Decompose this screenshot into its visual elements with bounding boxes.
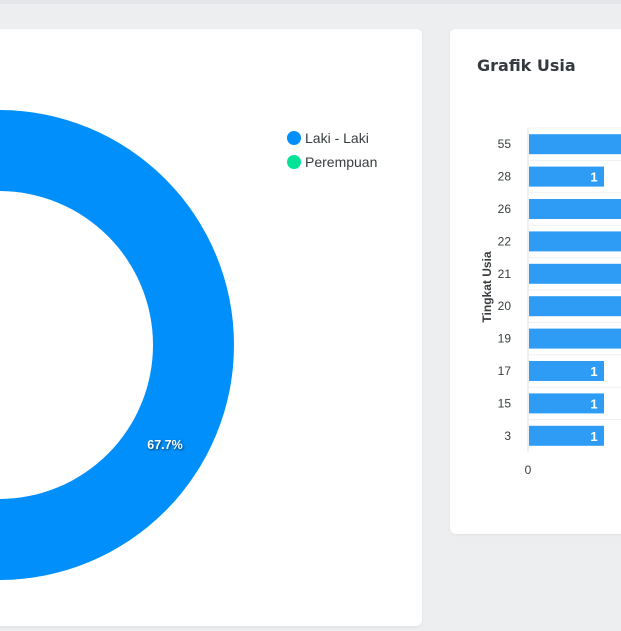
bar-data-label: 1: [590, 396, 597, 411]
legend-label-laki-laki: Laki - Laki: [305, 130, 369, 146]
age-bars: 55 28 1 26 22 21 20 19 17 1 15 1 3 1: [498, 127, 621, 446]
bar-usia-17[interactable]: [529, 361, 604, 381]
gender-legend: Laki - Laki Perempuan: [287, 126, 377, 174]
bar-usia-55[interactable]: [529, 134, 621, 155]
y-tick-label: 22: [498, 234, 512, 248]
legend-label-perempuan: Perempuan: [305, 154, 378, 170]
y-tick-label: 21: [498, 267, 512, 281]
legend-marker-perempuan: [287, 155, 301, 169]
legend-marker-laki-laki: [287, 131, 301, 145]
bar-usia-28[interactable]: [529, 166, 604, 187]
bar-usia-15[interactable]: [529, 393, 604, 414]
legend-item-perempuan[interactable]: Perempuan: [287, 150, 377, 174]
bar-usia-19[interactable]: [529, 328, 621, 349]
y-tick-label: 55: [498, 137, 512, 151]
donut-slice-label: 67.7%: [147, 438, 182, 452]
y-tick-label: 20: [498, 299, 512, 313]
y-tick-label: 3: [504, 429, 511, 443]
bar-usia-20[interactable]: [529, 296, 621, 317]
y-tick-label: 15: [498, 396, 512, 410]
y-tick-label: 28: [498, 170, 512, 184]
y-tick-label: 19: [498, 332, 512, 346]
y-axis-title: Tingkat Usia: [480, 251, 494, 322]
y-tick-label: 17: [498, 364, 512, 378]
bar-usia-26[interactable]: [529, 199, 621, 219]
bar-data-label: 1: [590, 364, 597, 379]
bar-usia-3[interactable]: [529, 425, 604, 446]
x-axis-tick-label: 0: [525, 463, 532, 477]
y-tick-label: 26: [498, 202, 512, 216]
donut-slice-laki-laki[interactable]: [0, 110, 234, 580]
bar-usia-22[interactable]: [529, 231, 621, 252]
top-strip: [0, 0, 621, 4]
legend-item-laki-laki[interactable]: Laki - Laki: [287, 126, 377, 150]
bar-usia-21[interactable]: [529, 263, 621, 284]
age-chart-title: Grafik Usia: [477, 56, 576, 75]
bar-data-label: 1: [590, 170, 597, 185]
bar-data-label: 1: [590, 429, 597, 444]
